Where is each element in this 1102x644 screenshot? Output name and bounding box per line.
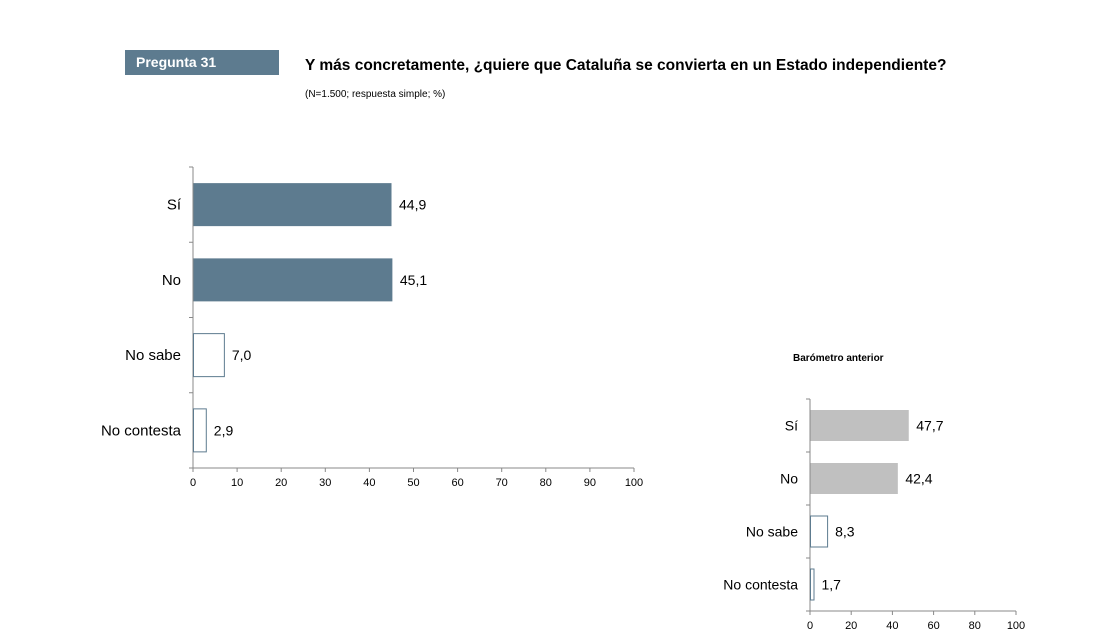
prev-bar	[810, 463, 898, 494]
question-number-badge: Pregunta 31	[125, 50, 279, 75]
prev-x-tick-label: 20	[845, 620, 857, 632]
main-bar	[193, 183, 392, 227]
question-title: Y más concretamente, ¿quiere que Cataluñ…	[305, 57, 947, 74]
prev-category-label: Sí	[785, 418, 798, 434]
main-value-label: 7,0	[232, 347, 252, 363]
main-value-label: 2,9	[214, 422, 234, 438]
prev-bar	[810, 410, 909, 441]
prev-value-label: 42,4	[905, 471, 932, 487]
main-x-tick-label: 70	[496, 477, 508, 489]
main-x-tick-label: 30	[319, 477, 331, 489]
main-value-label: 44,9	[399, 197, 426, 213]
main-category-label: No contesta	[101, 422, 182, 439]
main-x-tick-label: 80	[540, 477, 552, 489]
prev-x-tick-label: 40	[886, 620, 898, 632]
main-x-tick-label: 10	[231, 477, 243, 489]
main-x-tick-label: 40	[363, 477, 375, 489]
prev-x-tick-label: 60	[927, 620, 939, 632]
prev-x-tick-label: 80	[969, 620, 981, 632]
prev-value-label: 47,7	[916, 418, 943, 434]
prev-category-label: No sabe	[746, 524, 798, 540]
main-value-label: 45,1	[400, 272, 427, 288]
main-category-label: No sabe	[125, 347, 181, 364]
prev-value-label: 1,7	[822, 577, 842, 593]
sample-note: (N=1.500; respuesta simple; %)	[305, 89, 446, 100]
prev-x-tick-label: 0	[807, 620, 813, 632]
prev-bar	[810, 515, 829, 548]
main-category-label: Sí	[167, 197, 182, 214]
main-x-tick-label: 0	[190, 477, 196, 489]
main-x-tick-label: 50	[407, 477, 419, 489]
main-x-tick-label: 20	[275, 477, 287, 489]
main-bar	[193, 408, 207, 453]
main-bar	[193, 258, 393, 302]
main-x-tick-label: 90	[584, 477, 596, 489]
main-x-tick-label: 100	[625, 477, 643, 489]
previous-chart-title: Barómetro anterior	[793, 353, 884, 364]
main-x-tick-label: 60	[451, 477, 463, 489]
main-bar	[193, 333, 225, 378]
prev-value-label: 8,3	[835, 524, 855, 540]
main-category-label: No	[162, 272, 181, 289]
prev-category-label: No contesta	[723, 577, 798, 593]
prev-category-label: No	[780, 471, 798, 487]
prev-x-tick-label: 100	[1007, 620, 1025, 632]
prev-bar	[810, 568, 815, 601]
